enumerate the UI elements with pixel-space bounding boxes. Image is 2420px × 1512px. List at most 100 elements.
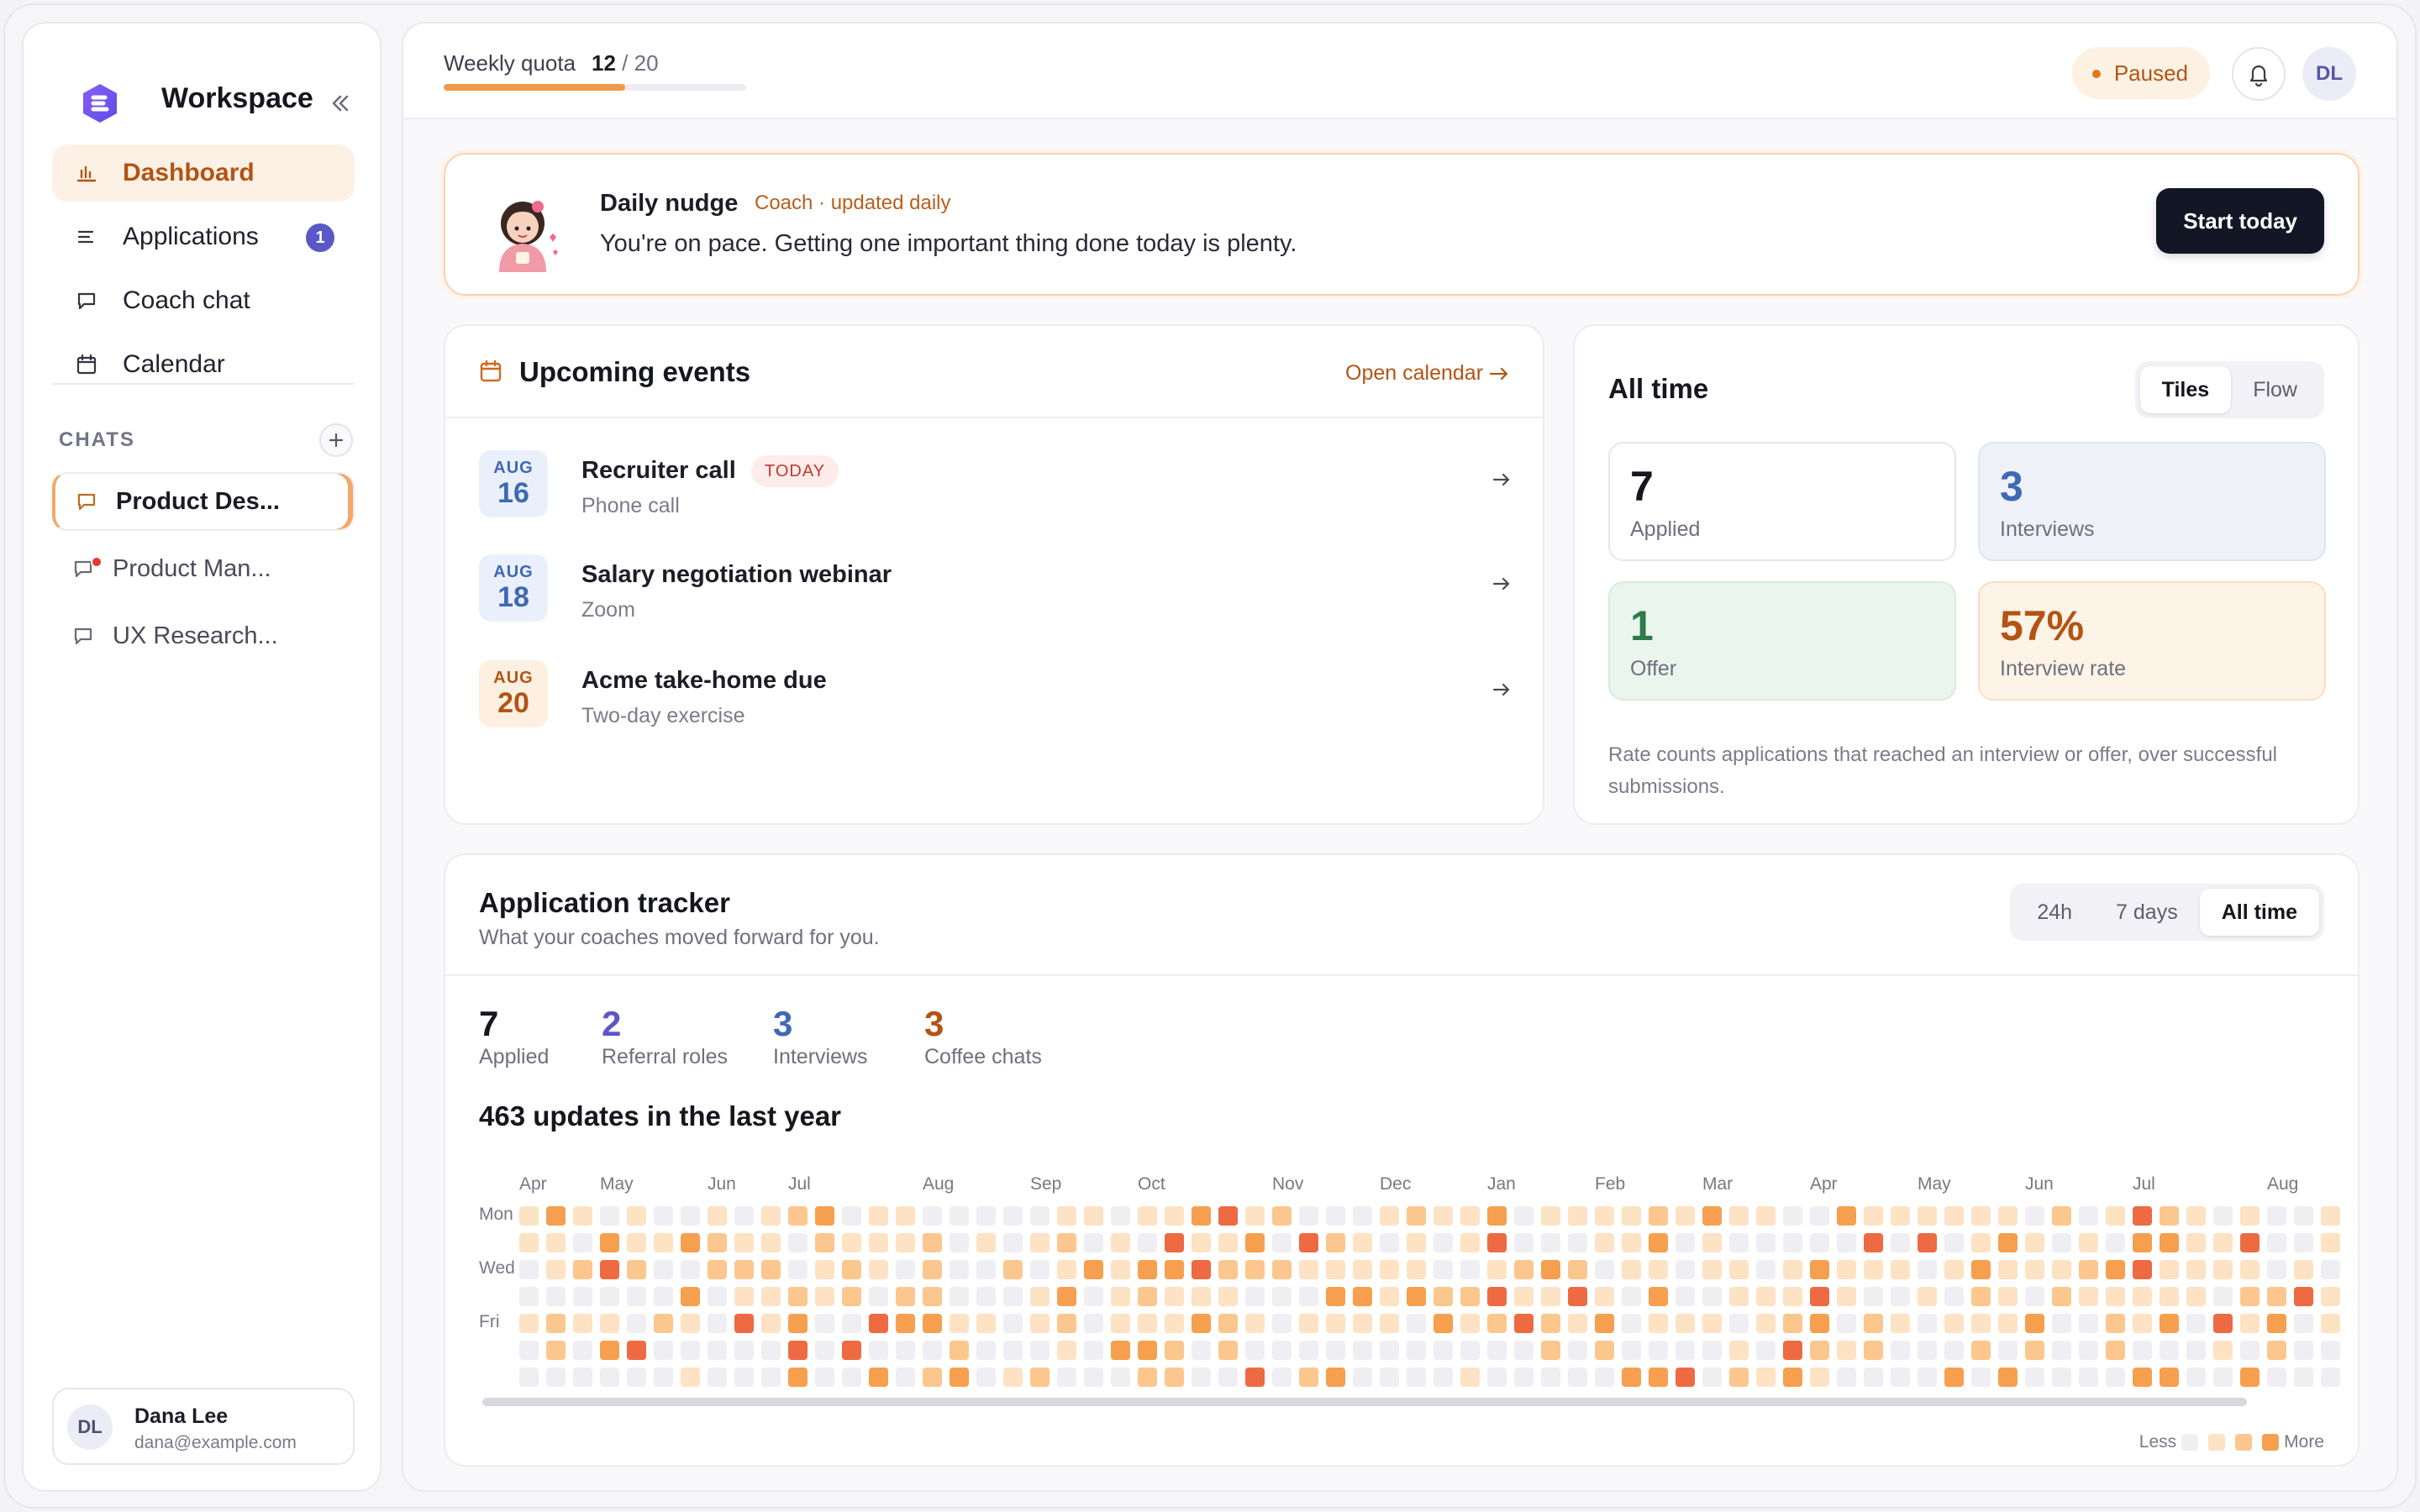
heatmap-cell[interactable] (815, 1233, 834, 1252)
heatmap-cell[interactable] (1434, 1287, 1453, 1306)
heatmap-cell[interactable] (761, 1287, 781, 1306)
heatmap-cell[interactable] (1487, 1341, 1507, 1360)
heatmap-cell[interactable] (1057, 1260, 1076, 1279)
heatmap-cell[interactable] (1891, 1287, 1910, 1306)
heatmap-cell[interactable] (1272, 1206, 1292, 1226)
heatmap-cell[interactable] (1864, 1206, 1883, 1226)
heatmap-cell[interactable] (1111, 1314, 1130, 1333)
heatmap-cell[interactable] (2160, 1314, 2179, 1333)
heatmap-cell[interactable] (1514, 1260, 1534, 1279)
heatmap-cell[interactable] (1380, 1368, 1399, 1387)
heatmap-cell[interactable] (1864, 1368, 1883, 1387)
heatmap-cell[interactable] (2052, 1260, 2071, 1279)
heatmap-cell[interactable] (1138, 1233, 1157, 1252)
heatmap-cell[interactable] (1487, 1233, 1507, 1252)
heatmap-cell[interactable] (627, 1233, 646, 1252)
heatmap-cell[interactable] (1218, 1260, 1238, 1279)
heatmap-cell[interactable] (627, 1287, 646, 1306)
arrow-right-icon[interactable] (1491, 573, 1512, 595)
heatmap-cell[interactable] (1810, 1233, 1829, 1252)
heatmap-cell[interactable] (950, 1260, 969, 1279)
heatmap-cell[interactable] (2160, 1206, 2179, 1226)
heatmap-cell[interactable] (2079, 1233, 2098, 1252)
heatmap-cell[interactable] (681, 1260, 700, 1279)
heatmap-cell[interactable] (708, 1287, 727, 1306)
heatmap-cell[interactable] (546, 1260, 566, 1279)
chat-item-ux-research[interactable]: UX Research... (52, 606, 355, 665)
heatmap-cell[interactable] (600, 1314, 619, 1333)
heatmap-cell[interactable] (627, 1314, 646, 1333)
heatmap-cell[interactable] (923, 1260, 942, 1279)
heatmap-cell[interactable] (1837, 1206, 1856, 1226)
heatmap-cell[interactable] (2267, 1368, 2286, 1387)
heatmap-cell[interactable] (1326, 1341, 1345, 1360)
heatmap-cell[interactable] (1702, 1233, 1722, 1252)
heatmap-cell[interactable] (1595, 1368, 1614, 1387)
heatmap-cell[interactable] (761, 1314, 781, 1333)
heatmap-cell[interactable] (1434, 1260, 1453, 1279)
heatmap-cell[interactable] (2240, 1314, 2260, 1333)
heatmap-cell[interactable] (1326, 1314, 1345, 1333)
chat-item-product-design[interactable]: Product Des... (52, 472, 355, 531)
heatmap-cell[interactable] (1676, 1206, 1695, 1226)
heatmap-cell[interactable] (1756, 1206, 1776, 1226)
heatmap-cell[interactable] (1944, 1368, 1964, 1387)
heatmap-cell[interactable] (600, 1206, 619, 1226)
heatmap-cell[interactable] (1837, 1233, 1856, 1252)
heatmap-cell[interactable] (627, 1260, 646, 1279)
heatmap-cell[interactable] (2321, 1233, 2340, 1252)
heatmap-cell[interactable] (708, 1368, 727, 1387)
heatmap-cell[interactable] (1245, 1341, 1265, 1360)
heatmap-cell[interactable] (1676, 1260, 1695, 1279)
heatmap-cell[interactable] (734, 1260, 754, 1279)
heatmap-cell[interactable] (1380, 1206, 1399, 1226)
heatmap-cell[interactable] (1245, 1206, 1265, 1226)
heatmap-cell[interactable] (1272, 1233, 1292, 1252)
heatmap-cell[interactable] (1729, 1314, 1749, 1333)
heatmap-cell[interactable] (546, 1287, 566, 1306)
heatmap-cell[interactable] (1971, 1233, 1991, 1252)
heatmap-cell[interactable] (1218, 1341, 1238, 1360)
heatmap-cell[interactable] (2106, 1314, 2125, 1333)
heatmap-cell[interactable] (654, 1287, 673, 1306)
heatmap-cell[interactable] (1729, 1206, 1749, 1226)
heatmap-cell[interactable] (869, 1287, 888, 1306)
heatmap-cell[interactable] (1407, 1206, 1426, 1226)
heatmap-cell[interactable] (1568, 1368, 1587, 1387)
status-badge[interactable]: Paused (2071, 47, 2210, 99)
heatmap-cell[interactable] (869, 1233, 888, 1252)
collapse-sidebar-button[interactable] (323, 86, 358, 121)
heatmap-cell[interactable] (1353, 1233, 1372, 1252)
arrow-right-icon[interactable] (1491, 469, 1512, 491)
heatmap-cell[interactable] (1944, 1206, 1964, 1226)
heatmap-cell[interactable] (1003, 1314, 1023, 1333)
heatmap-cell[interactable] (2052, 1233, 2071, 1252)
heatmap-cell[interactable] (2213, 1341, 2233, 1360)
heatmap-cell[interactable] (2025, 1368, 2044, 1387)
heatmap-cell[interactable] (1138, 1206, 1157, 1226)
heatmap-cell[interactable] (950, 1233, 969, 1252)
heatmap-cell[interactable] (869, 1314, 888, 1333)
heatmap-cell[interactable] (627, 1206, 646, 1226)
heatmap-cell[interactable] (1326, 1260, 1345, 1279)
heatmap-cell[interactable] (1702, 1260, 1722, 1279)
heatmap-cell[interactable] (1864, 1287, 1883, 1306)
heatmap-cell[interactable] (1111, 1206, 1130, 1226)
heatmap-cell[interactable] (1998, 1206, 2018, 1226)
heatmap-cell[interactable] (708, 1206, 727, 1226)
heatmap-cell[interactable] (1407, 1368, 1426, 1387)
heatmap-cell[interactable] (2294, 1287, 2313, 1306)
heatmap-cell[interactable] (1810, 1260, 1829, 1279)
heatmap-cell[interactable] (1702, 1341, 1722, 1360)
heatmap-cell[interactable] (2025, 1233, 2044, 1252)
heatmap-cell[interactable] (708, 1341, 727, 1360)
heatmap-cell[interactable] (1245, 1314, 1265, 1333)
heatmap-cell[interactable] (1138, 1341, 1157, 1360)
heatmap-cell[interactable] (1918, 1341, 1937, 1360)
tab-all-time[interactable]: All time (2199, 889, 2319, 936)
heatmap-cell[interactable] (2133, 1260, 2152, 1279)
heatmap-cell[interactable] (1218, 1368, 1238, 1387)
heatmap-cell[interactable] (1460, 1287, 1480, 1306)
heatmap-cell[interactable] (1272, 1341, 1292, 1360)
heatmap-cell[interactable] (1541, 1341, 1560, 1360)
